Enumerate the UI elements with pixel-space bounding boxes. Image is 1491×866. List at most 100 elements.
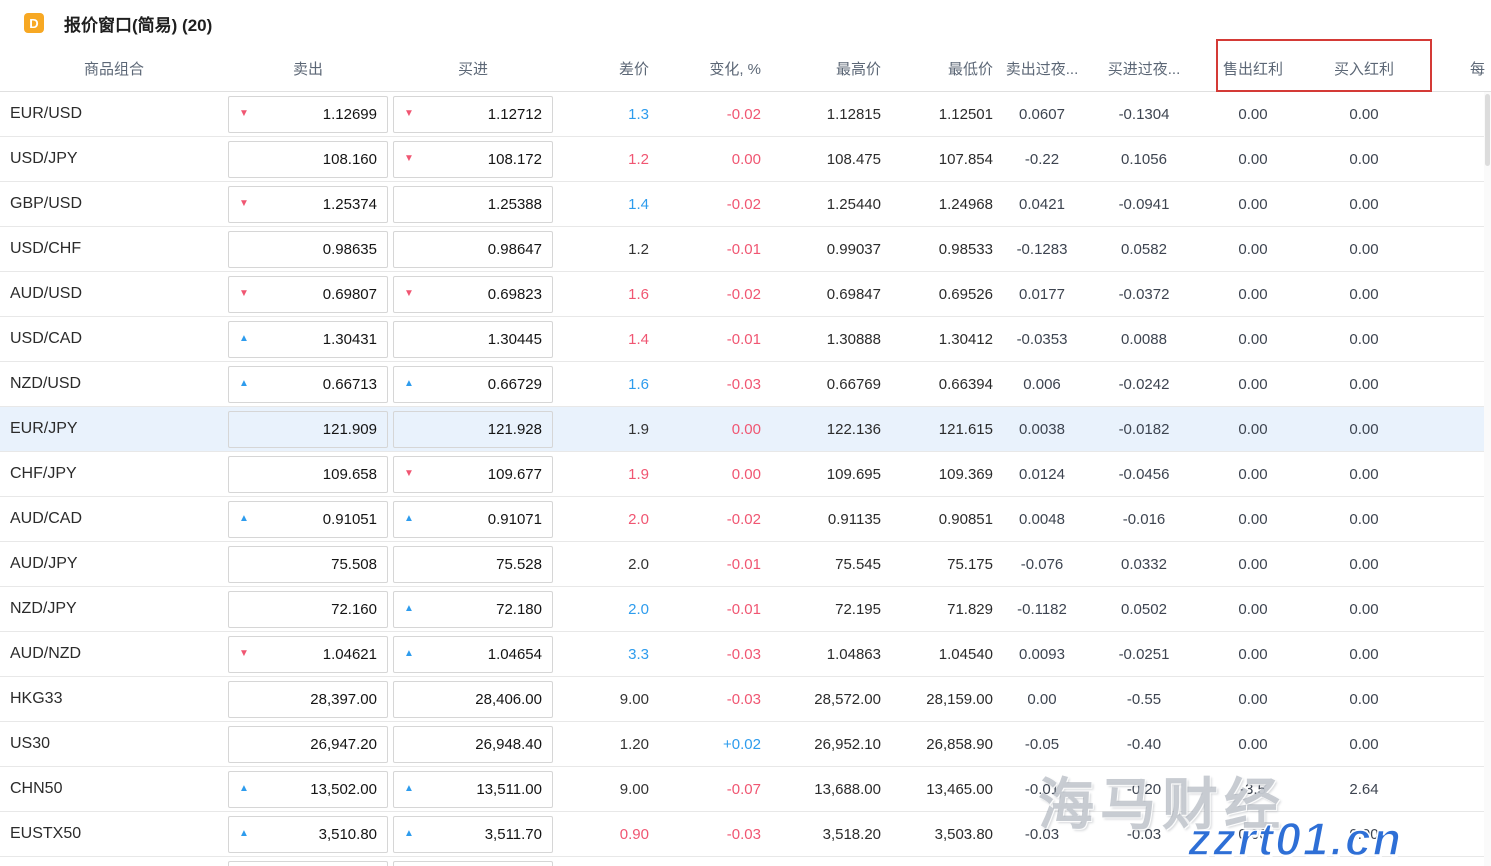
sell-price-box[interactable]: 109.658	[228, 455, 388, 493]
sell-arrow-icon: ▲	[239, 333, 249, 344]
buy-price-box[interactable]: ▼ 0.69823	[393, 275, 553, 313]
sell-price: 1.25374	[322, 195, 377, 213]
buy-price-box[interactable]: 75.528	[393, 545, 553, 583]
sell-price-box[interactable]: 121.909	[228, 410, 388, 448]
sell-price-box[interactable]: ▼ 0.69807	[228, 275, 388, 313]
buy-dividend-value: 0.00	[1349, 330, 1379, 348]
sell-price-box[interactable]: 72.160	[228, 590, 388, 628]
sell-overnight-value: 0.006	[1023, 375, 1061, 393]
table-row[interactable]: EUR/USD ▼ 1.12699 ▼ 1.12712 1.3 -0.02 1.…	[0, 92, 1491, 137]
buy-price-box[interactable]: 28,406.00	[393, 680, 553, 718]
symbol-label: AUD/JPY	[10, 555, 78, 572]
column-header[interactable]: 买入红利	[1333, 61, 1394, 78]
buy-overnight-value: 0.0332	[1121, 555, 1167, 573]
table-row[interactable]: US30 26,947.20 26,948.40 1.20 +0.02 26,9…	[0, 722, 1491, 767]
buy-price: 1.25388	[487, 195, 542, 213]
sell-price-box[interactable]: 108.160	[228, 140, 388, 178]
table-row[interactable]: USD/CHF 0.98635 0.98647 1.2 -0.01 0.9903…	[0, 227, 1491, 272]
column-header[interactable]: 卖出过夜...	[1005, 61, 1079, 78]
change-value: -0.01	[726, 240, 761, 258]
table-row[interactable]: CHN50 ▲ 13,502.00 ▲ 13,511.00 9.00 -0.07…	[0, 767, 1491, 812]
buy-price: 72.180	[496, 600, 542, 618]
buy-price-box[interactable]: ▲ 0.91071	[393, 500, 553, 538]
table-row[interactable]: AUD/USD ▼ 0.69807 ▼ 0.69823 1.6 -0.02 0.…	[0, 272, 1491, 317]
spread-value: 3.3	[628, 645, 649, 663]
high-value: 108.475	[826, 150, 881, 168]
sell-price-box[interactable]: ▼ 1.12699	[228, 95, 388, 133]
sell-overnight-value: -0.22	[1024, 150, 1060, 168]
scrollbar-thumb[interactable]	[1485, 94, 1490, 166]
buy-price-box[interactable]: 121.928	[393, 410, 553, 448]
column-header[interactable]: 买进	[457, 61, 488, 78]
buy-price-box[interactable]: 26,948.40	[393, 725, 553, 763]
column-header[interactable]: 差价	[618, 61, 649, 78]
buy-price-box[interactable]: ▲ 1.04654	[393, 635, 553, 673]
sell-price: 108.160	[322, 150, 377, 168]
sell-overnight-value: -0.076	[1020, 555, 1064, 573]
column-header[interactable]: 买进过夜...	[1107, 61, 1181, 78]
buy-price-box[interactable]: ▲ 13,511.00	[393, 770, 553, 808]
column-header[interactable]: 最低价	[947, 61, 993, 78]
sell-price-box[interactable]: ▼ 1.04621	[228, 635, 388, 673]
column-header[interactable]: 每	[1469, 61, 1485, 78]
high-value: 1.04863	[826, 645, 881, 663]
high-value: 122.136	[826, 420, 881, 438]
buy-price-box[interactable]: 0.98647	[393, 230, 553, 268]
column-header[interactable]: 变化, %	[709, 61, 761, 78]
sell-arrow-icon: ▼	[239, 108, 249, 119]
column-header[interactable]: 售出红利	[1222, 61, 1283, 78]
sell-price-box[interactable]: ▼ 1.25374	[228, 185, 388, 223]
buy-overnight-value: -0.0372	[1118, 285, 1170, 303]
buy-price-box[interactable]: ▼ 109.677	[393, 455, 553, 493]
buy-price-box[interactable]: ▲ 0.66729	[393, 365, 553, 403]
column-header[interactable]: 卖出	[292, 61, 323, 78]
table-row[interactable]: EUR/JPY 121.909 121.928 1.9 0.00 122.136…	[0, 407, 1491, 452]
sell-price-box[interactable]: 26,947.20	[228, 725, 388, 763]
low-value: 0.90851	[938, 510, 993, 528]
sell-price: 72.160	[331, 600, 377, 618]
sell-price-box[interactable]: 28,397.00	[228, 680, 388, 718]
buy-price-box[interactable]: ▼ 108.172	[393, 140, 553, 178]
sell-price-box[interactable]: ▲ 3,510.80	[228, 815, 388, 853]
table-row[interactable]: USD/JPY 108.160 ▼ 108.172 1.2 0.00 108.4…	[0, 137, 1491, 182]
table-row[interactable]: AUD/JPY 75.508 75.528 2.0 -0.01 75.545 7…	[0, 542, 1491, 587]
table-row[interactable]: CHF/JPY 109.658 ▼ 109.677 1.9 0.00 109.6…	[0, 452, 1491, 497]
buy-price-box[interactable]: ▼ 1.12712	[393, 95, 553, 133]
table-row[interactable]: AUD/NZD ▼ 1.04621 ▲ 1.04654 3.3 -0.03 1.…	[0, 632, 1491, 677]
buy-price-box[interactable]: 1.25388	[393, 185, 553, 223]
low-value: 13,465.00	[926, 780, 993, 798]
sell-overnight-value: 0.0177	[1019, 285, 1065, 303]
column-header[interactable]: 最高价	[835, 61, 881, 78]
buy-price-box[interactable]: 1.30445	[393, 320, 553, 358]
table-row[interactable]: AUD/CAD ▲ 0.91051 ▲ 0.91071 2.0 -0.02 0.…	[0, 497, 1491, 542]
sell-price-box[interactable]: ▲ 0.66713	[228, 365, 388, 403]
sell-price-box[interactable]	[228, 861, 388, 866]
sell-dividend-value: 0.00	[1238, 150, 1268, 168]
buy-price: 28,406.00	[475, 690, 542, 708]
column-header[interactable]: 商品组合	[83, 61, 144, 78]
sell-price-box[interactable]: 75.508	[228, 545, 388, 583]
spread-value: 1.9	[628, 420, 649, 438]
buy-price-box[interactable]: ▲ 72.180	[393, 590, 553, 628]
sell-price-box[interactable]: ▲ 0.91051	[228, 500, 388, 538]
change-value: -0.02	[726, 510, 761, 528]
sell-price-box[interactable]: ▲ 13,502.00	[228, 770, 388, 808]
table-row[interactable]: NZD/JPY 72.160 ▲ 72.180 2.0 -0.01 72.195…	[0, 587, 1491, 632]
table-row[interactable]: USD/CAD ▲ 1.30431 1.30445 1.4 -0.01 1.30…	[0, 317, 1491, 362]
table-row[interactable]: EUSTX50 ▲ 3,510.80 ▲ 3,511.70 0.90 -0.03…	[0, 812, 1491, 857]
sell-price-box[interactable]: 0.98635	[228, 230, 388, 268]
symbol-label: USD/JPY	[10, 150, 78, 167]
buy-price-box[interactable]	[393, 861, 553, 866]
sell-price-box[interactable]: ▲ 1.30431	[228, 320, 388, 358]
buy-price-box[interactable]: ▲ 3,511.70	[393, 815, 553, 853]
vertical-scrollbar[interactable]	[1484, 92, 1491, 866]
table-row[interactable]: NZD/USD ▲ 0.66713 ▲ 0.66729 1.6 -0.03 0.…	[0, 362, 1491, 407]
high-value: 109.695	[826, 465, 881, 483]
low-value: 0.98533	[938, 240, 993, 258]
low-value: 26,858.90	[926, 735, 993, 753]
table-row[interactable]: HKG33 28,397.00 28,406.00 9.00 -0.03 28,…	[0, 677, 1491, 722]
quotes-table: EUR/USD ▼ 1.12699 ▼ 1.12712 1.3 -0.02 1.…	[0, 92, 1491, 857]
change-value: 0.00	[731, 150, 761, 168]
table-row[interactable]: GBP/USD ▼ 1.25374 1.25388 1.4 -0.02 1.25…	[0, 182, 1491, 227]
spread-value: 9.00	[619, 780, 649, 798]
